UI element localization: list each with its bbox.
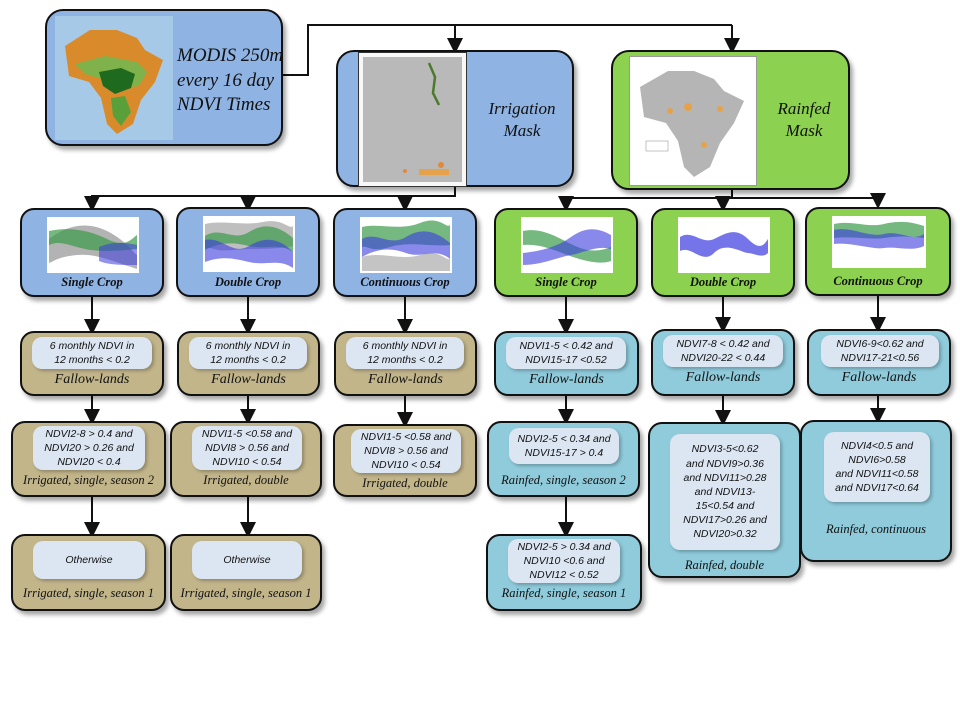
rule-box-irrigated-single-season1: Otherwise Irrigated, single, season 1 [11,534,166,611]
class-caption: Irrigated, double [362,476,448,490]
fallow-caption: Fallow-lands [211,372,286,387]
crop-label: Single Crop [61,275,123,289]
fallow-caption: Fallow-lands [368,372,443,387]
irrigation-map-image [358,52,467,187]
rule-text: NDVI4<0.5 and NDVI6>0.58 and NDVI11<0.58… [824,432,930,502]
class-caption: Rainfed, continuous [826,522,926,536]
fallow-box-rainfed-single: NDVI1-5 < 0.42 and NDVI15-17 <0.52 Fallo… [494,331,639,396]
rainfed-mask-title: Rainfed Mask [777,99,831,141]
fallow-caption: Fallow-lands [685,370,761,385]
ndvi-profile-thumbnail [521,217,613,273]
crop-label: Single Crop [535,275,597,289]
ndvi-profile-thumbnail [203,216,295,272]
rule-box-irrigated-continuous: NDVI1-5 <0.58 and NDVI8 > 0.56 and NDVI1… [333,424,477,497]
crop-label: Double Crop [214,275,282,289]
ndvi-profile-thumbnail [47,217,139,273]
ndvi-profile-thumbnail [832,216,926,268]
fallow-box-rainfed-double: NDVI7-8 < 0.42 and NDVI20-22 < 0.44 Fall… [651,329,795,396]
fallow-caption: Fallow-lands [841,370,917,385]
class-caption: Irrigated, single, season 1 [23,586,154,600]
rule-box-irrigated-double: NDVI1-5 <0.58 and NDVI8 > 0.56 and NDVI1… [170,421,322,497]
rainfed-map-image [629,56,757,186]
ndvi-profile-thumbnail [360,217,452,273]
crop-rainfed-continuous: Continuous Crop [805,207,951,296]
rule-box-irrigated-double-season1: Otherwise Irrigated, single, season 1 [170,534,322,611]
rule-box-irrigated-single-season2: NDVI2-8 > 0.4 and NDVI20 > 0.26 and NDVI… [11,421,166,497]
rule-text: NDVI1-5 <0.58 and NDVI8 > 0.56 and NDVI1… [351,429,461,473]
class-caption: Rainfed, single, season 1 [501,586,627,600]
fallow-box-rainfed-continuous: NDVI6-9<0.62 and NDVI17-21<0.56 Fallow-l… [807,329,951,396]
crop-irrigated-single: Single Crop [20,208,164,297]
fallow-box-irrigated-continuous: 6 monthly NDVI in 12 months < 0.2 Fallow… [334,331,477,396]
modis-title: MODIS 250m every 16 day NDVI Times [177,45,284,116]
class-caption: Rainfed, single, season 2 [501,473,626,487]
fallow-caption: Fallow-lands [54,372,130,387]
crop-irrigated-continuous: Continuous Crop [333,208,477,297]
class-caption: Irrigated, single, season 1 [180,586,312,600]
fallow-box-irrigated-double: 6 monthly NDVI in 12 months < 0.2 Fallow… [177,331,320,396]
crop-label: Double Crop [689,275,757,289]
modis-ndvi-box: MODIS 250m every 16 day NDVI Times [45,9,283,146]
rule-box-rainfed-single-season2: NDVI2-5 < 0.34 and NDVI15-17 > 0.4 Rainf… [487,421,640,497]
rule-text: NDVI1-5 <0.58 and NDVI8 > 0.56 and NDVI1… [192,426,302,470]
class-caption: Rainfed, double [684,558,765,572]
rule-text: NDVI3-5<0.62 and NDVI9>0.36 and NDVI11>0… [670,434,780,550]
crop-label: Continuous Crop [360,275,450,289]
rule-box-rainfed-double: NDVI3-5<0.62 and NDVI9>0.36 and NDVI11>0… [648,422,801,578]
rule-text: NDVI7-8 < 0.42 and NDVI20-22 < 0.44 [663,335,783,367]
rainfed-mask-box: Rainfed Mask [611,50,850,190]
class-caption: Irrigated, double [203,473,289,487]
fallow-caption: Fallow-lands [529,372,604,387]
rule-text: NDVI2-5 > 0.34 and NDVI10 <0.6 and NDVI1… [508,539,620,583]
rule-box-rainfed-continuous: NDVI4<0.5 and NDVI6>0.58 and NDVI11<0.58… [800,420,952,562]
crop-rainfed-single: Single Crop [494,208,638,297]
irrigation-mask-title: Irrigation Mask [488,99,556,141]
ndvi-profile-thumbnail [678,217,770,273]
crop-irrigated-double: Double Crop [176,207,320,297]
fallow-box-irrigated-single: 6 monthly NDVI in 12 months < 0.2 Fallow… [20,331,164,396]
rule-text: 6 monthly NDVI in 12 months < 0.2 [346,337,464,369]
rule-text: NDVI6-9<0.62 and NDVI17-21<0.56 [821,335,939,367]
rule-text: NDVI2-5 < 0.34 and NDVI15-17 > 0.4 [509,428,619,464]
rule-text: Otherwise [192,541,302,579]
rule-box-rainfed-single-season1: NDVI2-5 > 0.34 and NDVI10 <0.6 and NDVI1… [486,534,642,611]
rule-text: NDVI2-8 > 0.4 and NDVI20 > 0.26 and NDVI… [33,426,145,470]
crop-label: Continuous Crop [833,274,923,288]
rule-text: NDVI1-5 < 0.42 and NDVI15-17 <0.52 [506,337,626,369]
class-caption: Irrigated, single, season 2 [23,473,154,487]
rule-text: 6 monthly NDVI in 12 months < 0.2 [189,337,307,369]
crop-rainfed-double: Double Crop [651,208,795,297]
rule-text: 6 monthly NDVI in 12 months < 0.2 [32,337,152,369]
irrigation-mask-box: Irrigation Mask [336,50,574,187]
rule-text: Otherwise [33,541,145,579]
africa-ndvi-map-image [55,16,173,140]
